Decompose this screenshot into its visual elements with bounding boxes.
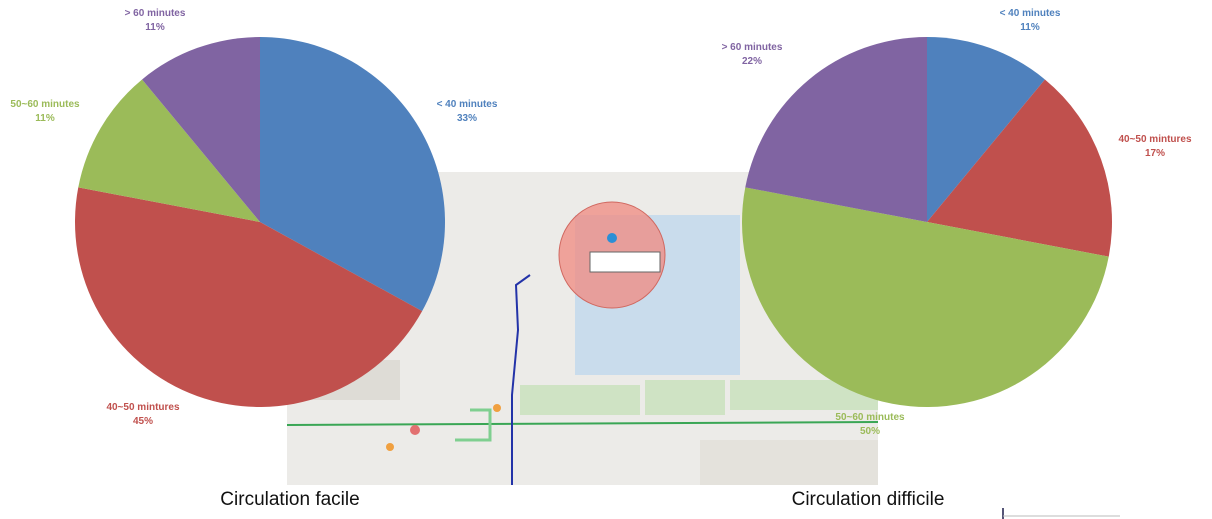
chart-title: Circulation facile [220,489,359,510]
chart-title: Circulation difficile [792,489,945,510]
slice-label: < 40 minutes [437,99,498,110]
page: < 40 minutes 33% 40~50 mintures 45% 50~60 mi… [0,0,1212,519]
slice-label: 50~60 minutes [835,412,905,423]
slice-value-label: 11% [1020,22,1040,33]
slice-label: 50~60 minutes [10,99,80,110]
slice-value-label: 11% [35,113,55,124]
slice-value-label: 45% [133,416,153,427]
slice-label: > 60 minutes [125,8,186,19]
slice-label: 40~50 mintures [1118,134,1192,145]
slice-value-label: 17% [1145,148,1165,159]
slice-value-label: 33% [457,113,477,124]
slice-value-label: 22% [742,56,762,67]
legend-artifact [1003,508,1120,519]
slice-value-label: 50% [860,426,880,437]
slice-label: 40~50 mintures [106,402,180,413]
slice-value-label: 11% [145,22,165,33]
slice-label: > 60 minutes [722,42,783,53]
slice-label: < 40 minutes [1000,8,1061,19]
